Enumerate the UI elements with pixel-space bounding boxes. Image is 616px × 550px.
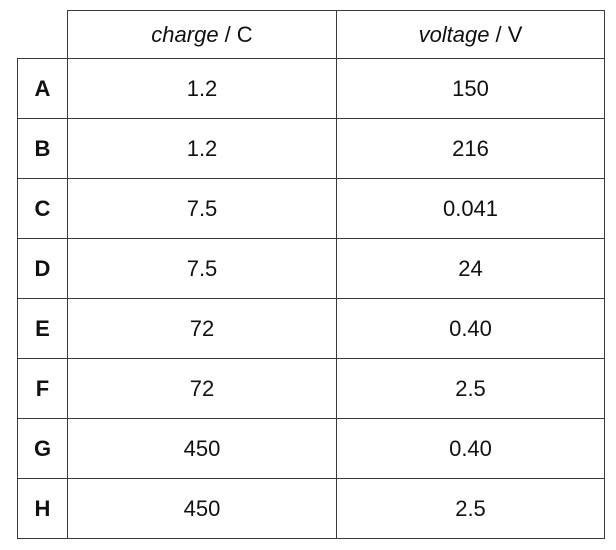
table-row: D 7.5 24 xyxy=(17,238,605,299)
column-header: voltage / V xyxy=(336,10,605,59)
table-row: H 450 2.5 xyxy=(17,478,605,539)
corner-cell xyxy=(17,10,68,59)
table-row: F 72 2.5 xyxy=(17,358,605,419)
cell-value: 2.5 xyxy=(336,478,605,539)
table-row: G 450 0.40 xyxy=(17,418,605,479)
table-row: A 1.2 150 xyxy=(17,58,605,119)
row-label: D xyxy=(17,238,68,299)
table-row: E 72 0.40 xyxy=(17,298,605,359)
row-label: H xyxy=(17,478,68,539)
row-label: A xyxy=(17,58,68,119)
cell-value: 0.041 xyxy=(336,178,605,239)
quantity-name: charge xyxy=(151,21,219,47)
cell-value: 0.40 xyxy=(336,298,605,359)
unit: / V xyxy=(495,21,523,47)
cell-value: 7.5 xyxy=(67,238,337,299)
cell-value: 72 xyxy=(67,358,337,419)
cell-value: 450 xyxy=(67,418,337,479)
table-body: A 1.2 150 B 1.2 216 C 7.5 0.041 D 7.5 24 E 72 0.40 F 72 2… xyxy=(17,58,605,539)
cell-value: 150 xyxy=(336,58,605,119)
cell-value: 1.2 xyxy=(67,118,337,179)
cell-value: 0.40 xyxy=(336,418,605,479)
column-header: charge / C xyxy=(67,10,337,59)
cell-value: 2.5 xyxy=(336,358,605,419)
row-label: G xyxy=(17,418,68,479)
row-label: C xyxy=(17,178,68,239)
cell-value: 1.2 xyxy=(67,58,337,119)
row-label: E xyxy=(17,298,68,359)
cell-value: 450 xyxy=(67,478,337,539)
table-row: B 1.2 216 xyxy=(17,118,605,179)
cell-value: 72 xyxy=(67,298,337,359)
row-label: F xyxy=(17,358,68,419)
row-label: B xyxy=(17,118,68,179)
cell-value: 24 xyxy=(336,238,605,299)
cell-value: 216 xyxy=(336,118,605,179)
cell-value: 7.5 xyxy=(67,178,337,239)
quantity-name: voltage xyxy=(418,21,490,47)
table-row: C 7.5 0.041 xyxy=(17,178,605,239)
unit: / C xyxy=(224,21,253,47)
